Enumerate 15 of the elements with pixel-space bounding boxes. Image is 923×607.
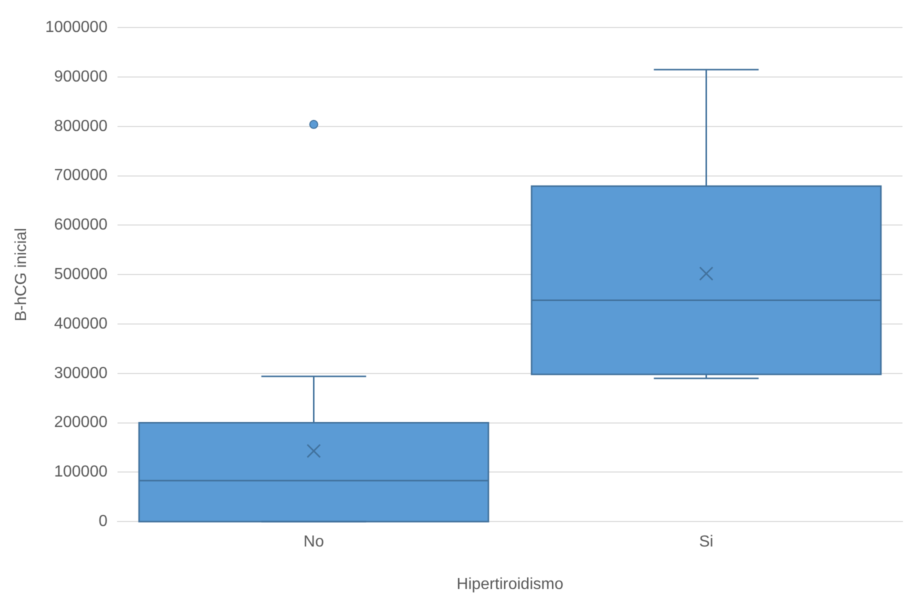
y-tick-label: 200000	[54, 414, 108, 432]
x-tick-label: Si	[699, 534, 714, 551]
y-tick-label: 800000	[54, 118, 108, 135]
y-axis-title: B-hCG inicial	[13, 228, 30, 322]
y-tick-label: 0	[98, 513, 108, 530]
x-tick-label: No	[304, 534, 324, 551]
y-tick-label: 1000000	[45, 19, 108, 36]
y-tick-label: 400000	[54, 315, 108, 332]
y-tick-label: 900000	[54, 68, 108, 86]
y-tick-label: 700000	[54, 167, 108, 184]
y-tick-label: 100000	[54, 464, 108, 481]
y-tick-label: 300000	[54, 364, 108, 382]
y-tick-label: 600000	[54, 216, 108, 234]
x-axis-title: Hipertiroidismo	[456, 576, 564, 593]
y-tick-label: 500000	[54, 266, 108, 284]
